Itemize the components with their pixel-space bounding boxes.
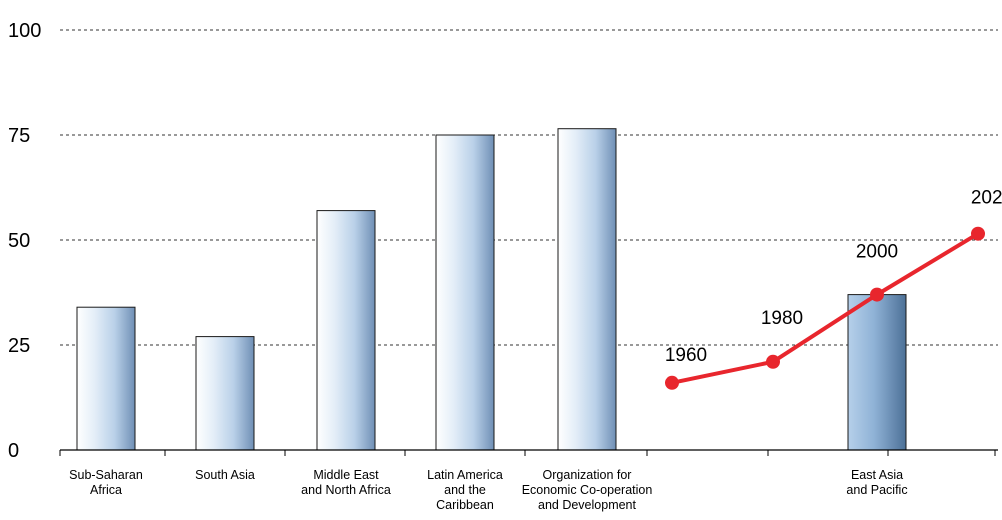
category-label-2-1: and North Africa: [301, 483, 391, 497]
y-tick-label-100: 100: [8, 20, 41, 42]
category-label-0-0: Sub-Saharan: [69, 468, 143, 482]
category-label-2-0: Middle East: [313, 468, 379, 482]
grid-lines: [60, 29, 998, 346]
bar-1: [195, 336, 255, 451]
y-tick-label-0: 0: [8, 440, 19, 462]
y-tick-label-50: 50: [8, 230, 30, 252]
category-label-5-1: and Pacific: [846, 483, 907, 497]
bar-0: [76, 306, 136, 451]
category-label-1-0: South Asia: [195, 468, 255, 482]
year-label-1960: 1960: [665, 345, 707, 366]
year-label-1980: 1980: [761, 308, 803, 329]
y-tick-label-25: 25: [8, 335, 30, 357]
trend-point-2025: [971, 226, 985, 241]
x-axis: [59, 449, 998, 456]
category-label-4-1: Economic Co-operation: [522, 483, 653, 497]
y-tick-label-75: 75: [8, 125, 30, 147]
bar-5: [847, 294, 907, 451]
bar-3: [435, 134, 495, 451]
category-label-4-2: and Development: [538, 498, 637, 512]
category-label-3-0: Latin America: [427, 468, 503, 482]
category-label-5-0: East Asia: [851, 468, 903, 482]
year-label-2025: 2025: [971, 188, 1002, 209]
trend-line: [665, 226, 985, 390]
bar-2: [316, 210, 376, 451]
year-label-2000: 2000: [856, 242, 898, 263]
bars: [76, 128, 907, 451]
category-label-3-2: Caribbean: [436, 498, 494, 512]
trend-line-path: [671, 231, 980, 385]
trend-point-2000: [870, 287, 884, 302]
category-label-0-1: Africa: [90, 483, 122, 497]
trend-point-1980: [766, 354, 780, 369]
category-label-3-1: and the: [444, 483, 486, 497]
trend-point-1960: [665, 375, 679, 390]
category-label-4-0: Organization for: [543, 468, 632, 482]
bar-4: [557, 128, 617, 451]
